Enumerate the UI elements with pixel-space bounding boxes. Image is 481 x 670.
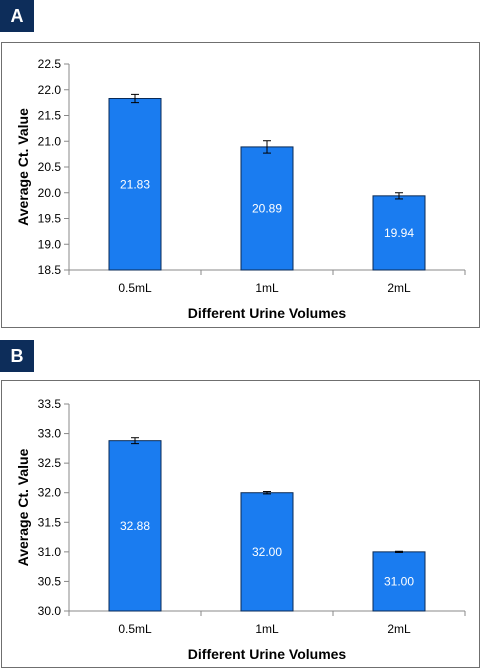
y-tick-label: 30.0 <box>38 604 62 618</box>
chart-a-frame: 18.5 19.0 19.5 20.0 20.5 21.0 21.5 22.0 22.5 21.8… <box>1 42 480 328</box>
y-tick-label: 31.5 <box>38 515 62 529</box>
chart-a: 18.5 19.0 19.5 20.0 20.5 21.0 21.5 22.0 22.5 21.8… <box>15 57 466 321</box>
x-tick-label: 1mL <box>255 622 279 636</box>
bar <box>108 98 162 271</box>
bar <box>372 195 426 271</box>
chart-b-frame: 30.0 30.5 31.0 31.5 32.0 32.5 33.0 33.5 32.88 0.5… <box>1 380 480 668</box>
y-axis-title: Average Ct. Value <box>15 448 31 566</box>
bar-value-label: 32.88 <box>120 519 150 533</box>
panel-a-label: A <box>0 0 34 32</box>
x-tick-label: 0.5mL <box>118 622 152 636</box>
bar-value-label: 21.83 <box>120 177 150 191</box>
y-tick-label: 21.0 <box>38 134 62 148</box>
bar-value-label: 19.94 <box>384 226 414 240</box>
x-tick-label: 2mL <box>387 622 411 636</box>
bar <box>372 551 426 612</box>
bar <box>240 146 294 271</box>
x-tick-label: 1mL <box>255 281 279 295</box>
y-tick-label: 18.5 <box>38 263 62 277</box>
y-tick-label: 20.0 <box>38 186 62 200</box>
y-tick-label: 20.5 <box>38 160 62 174</box>
x-axis-title: Different Urine Volumes <box>188 305 347 321</box>
y-tick-label: 19.0 <box>38 237 62 251</box>
bar <box>108 440 162 612</box>
y-tick-label: 30.5 <box>38 574 62 588</box>
y-axis-title: Average Ct. Value <box>15 108 31 226</box>
x-axis-title: Different Urine Volumes <box>188 646 347 662</box>
y-tick-label: 22.0 <box>38 83 62 97</box>
y-tick-label: 33.5 <box>38 397 62 411</box>
chart-b: 30.0 30.5 31.0 31.5 32.0 32.5 33.0 33.5 32.88 0.5… <box>15 397 466 662</box>
y-tick-label: 31.0 <box>38 545 62 559</box>
y-tick-label: 32.5 <box>38 456 62 470</box>
panel-b-label: B <box>0 340 34 372</box>
bar-value-label: 32.00 <box>252 545 282 559</box>
x-tick-label: 0.5mL <box>118 281 152 295</box>
bar-value-label: 20.89 <box>252 201 282 215</box>
bar-value-label: 31.00 <box>384 574 414 588</box>
y-tick-label: 33.0 <box>38 427 62 441</box>
y-tick-label: 32.0 <box>38 486 62 500</box>
y-tick-label: 19.5 <box>38 212 62 226</box>
y-tick-label: 22.5 <box>38 57 62 71</box>
y-tick-label: 21.5 <box>38 109 62 123</box>
bar <box>240 492 294 612</box>
x-tick-label: 2mL <box>387 281 411 295</box>
